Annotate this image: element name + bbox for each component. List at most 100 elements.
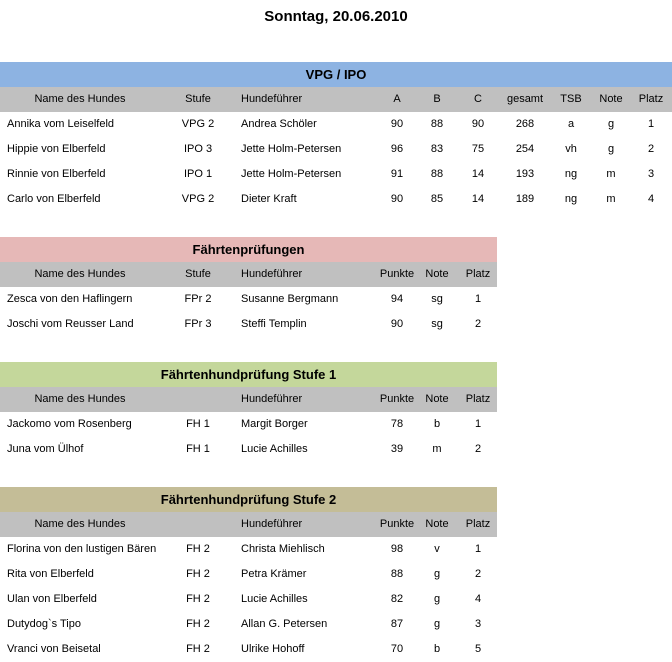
table-cell: 4 [474,593,482,605]
table-cell: Platz [638,93,664,105]
table-cell: 3 [647,168,655,180]
table-cell: Platz [465,268,491,280]
table-cell: Andrea Schöler [241,118,317,130]
table-cell: Jette Holm-Petersen [241,168,342,180]
table-cell: IPO 3 [183,143,213,155]
table-cell: 2 [474,568,482,580]
table-cell: Dutydog`s Tipo [7,618,81,630]
table-cell: 88 [390,568,404,580]
table-cell: 254 [515,143,535,155]
table-cell: m [606,168,616,180]
table-cell: 2 [474,443,482,455]
table-cell: 1 [474,543,482,555]
table-cell: Zesca von den Haflingern [7,293,133,305]
table-cell: Lucie Achilles [241,443,308,455]
table-cell: Jette Holm-Petersen [241,143,342,155]
table-cell: Annika vom Leiselfeld [7,118,115,130]
table-cell: Platz [465,518,491,530]
table-cell: Note [425,518,449,530]
table-cell: VPG 2 [181,193,215,205]
table-cell: 75 [471,143,485,155]
table-cell: Steffi Templin [241,318,307,330]
table-cell: 39 [390,443,404,455]
section-title: Fährtenhundprüfung Stufe 2 [0,487,497,512]
table-cell: b [433,418,441,430]
table-cell: 90 [471,118,485,130]
table-cell: TSB [560,93,582,105]
table-cell: 96 [390,143,404,155]
table-cell: FH 2 [186,618,210,630]
table-cell: vh [565,143,577,155]
table-cell: 4 [647,193,655,205]
table-cell: 193 [515,168,535,180]
table-cell: g [433,618,441,630]
section-title: VPG / IPO [0,62,672,87]
section-title: Fährtenhundprüfung Stufe 1 [0,362,497,387]
table-cell: Susanne Bergmann [241,293,339,305]
table-cell: 2 [647,143,655,155]
table-cell: 87 [390,618,404,630]
table-cell: b [433,643,441,655]
table-cell: 90 [390,318,404,330]
table-cell: 85 [430,193,444,205]
table-cell: FPr 2 [184,293,212,305]
table-cell: 94 [390,293,404,305]
table-section: Fährtenhundprüfung Stufe 2 Name des Hunde… [0,487,497,662]
table-cell: 1 [474,418,482,430]
table-cell: B [433,93,441,105]
table-cell: FH 1 [186,443,210,455]
section-title: Fährtenprüfungen [0,237,497,262]
table-cell: Rita von Elberfeld [7,568,94,580]
table-cell: a [567,118,575,130]
table-cell: 1 [474,293,482,305]
table-cell: Margit Borger [241,418,308,430]
table-cell: 82 [390,593,404,605]
table-cell: 14 [471,193,485,205]
table-cell: v [434,543,440,555]
table-section: Fährtenhundprüfung Stufe 1 Name des Hunde… [0,362,497,462]
table-cell: Hundeführer [241,93,303,105]
table-cell: FH 2 [186,643,210,655]
table-cell: sg [431,318,443,330]
table-cell: m [606,193,616,205]
table-cell: gesamt [506,93,544,105]
table-cell: Hundeführer [241,268,303,280]
table-cell: Note [425,268,449,280]
table-cell: Hundeführer [241,518,303,530]
table-cell: Ulrike Hohoff [241,643,305,655]
table-cell: g [607,143,615,155]
table-cell: Christa Miehlisch [241,543,325,555]
column-header-row [0,262,497,287]
table-cell: Punkte [379,268,415,280]
table-cell: Allan G. Petersen [241,618,328,630]
table-cell: 5 [474,643,482,655]
table-cell: Lucie Achilles [241,593,308,605]
table-cell: Florina von den lustigen Bären [7,543,157,555]
table-cell: Jackomo vom Rosenberg [7,418,132,430]
table-cell: Name des Hundes [34,268,126,280]
table-cell: 268 [515,118,535,130]
table-cell: g [433,593,441,605]
table-section: VPG / IPO Name des Hundes Stufe Hundeführer… [0,62,672,212]
table-cell: IPO 1 [183,168,213,180]
table-cell: VPG 2 [181,118,215,130]
column-header-row [0,512,497,537]
table-cell: 90 [390,193,404,205]
page-title: Sonntag, 20.06.2010 [264,8,408,25]
table-cell: Platz [465,393,491,405]
table-cell: Ulan von Elberfeld [7,593,97,605]
table-cell: FH 1 [186,418,210,430]
table-cell: ng [564,168,578,180]
table-cell: Name des Hundes [34,393,126,405]
table-cell: Note [425,393,449,405]
column-header-row [0,387,497,412]
table-cell: 1 [647,118,655,130]
table-cell: 83 [430,143,444,155]
table-cell: Petra Krämer [241,568,307,580]
table-cell: Name des Hundes [34,518,126,530]
table-cell: Stufe [185,93,211,105]
table-cell: Note [599,93,623,105]
table-cell: 90 [390,118,404,130]
table-cell: FH 2 [186,543,210,555]
table-section: Fährtenprüfungen Name des Hundes Stufe Hund… [0,237,497,337]
